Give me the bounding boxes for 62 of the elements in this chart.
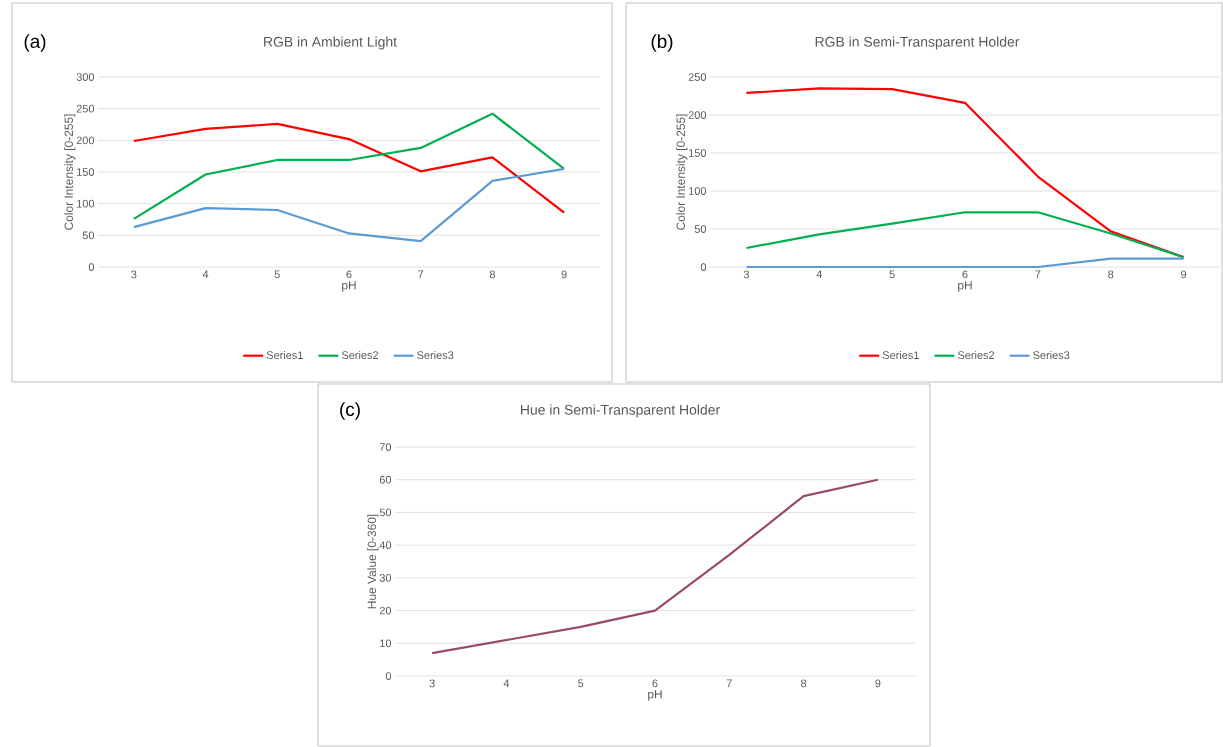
- x-tick-label: 8: [1108, 270, 1114, 279]
- y-tick-label: 10: [380, 639, 392, 648]
- y-tick-label: 200: [688, 111, 707, 119]
- legend-label: Series2: [957, 350, 995, 360]
- y-tick-label: 150: [77, 168, 95, 176]
- line-series: [745, 211, 1185, 259]
- chart-title: RGB in Ambient Light: [264, 36, 397, 50]
- y-tick-label: 100: [77, 199, 95, 208]
- y-tick-label: 20: [379, 606, 392, 615]
- x-tick-label: 3: [429, 679, 435, 688]
- x-tick-label: 4: [816, 270, 823, 279]
- y-tick-label: 50: [694, 225, 707, 233]
- x-tick-label: 4: [503, 679, 510, 688]
- legend-label: Series1: [266, 350, 303, 360]
- y-tick-label: 70: [379, 443, 392, 451]
- x-tick-label: 8: [489, 270, 495, 279]
- x-tick-label: 7: [726, 679, 732, 688]
- y-axis-title: Color Intensity [0-255]: [64, 114, 76, 230]
- x-tick-label: 7: [1035, 270, 1041, 279]
- y-tick-label: 50: [82, 231, 95, 240]
- y-tick-label: 200: [76, 136, 95, 145]
- x-tick-label: 5: [578, 679, 584, 688]
- y-tick-label: 0: [88, 263, 95, 271]
- text: (a): [24, 34, 46, 52]
- text: (b): [651, 34, 673, 52]
- x-axis-title: pH: [342, 281, 356, 292]
- line-series: [132, 167, 566, 243]
- legend-label: Series3: [1033, 350, 1070, 360]
- x-tick-label: 9: [561, 270, 567, 279]
- chart-title: Hue in Semi-Transparent Holder: [521, 404, 720, 418]
- y-tick-label: 40: [379, 541, 392, 550]
- y-tick-label: 50: [379, 508, 392, 517]
- x-tick-label: 3: [743, 270, 749, 279]
- y-tick-label: 250: [76, 104, 95, 113]
- y-tick-label: 150: [689, 149, 707, 157]
- x-tick-label: 6: [962, 270, 968, 279]
- x-axis-title: pH: [648, 690, 662, 701]
- x-tick-label: 7: [418, 270, 424, 279]
- chart-title: RGB in Semi-Transparent Holder: [815, 36, 1020, 50]
- y-tick-label: 250: [688, 73, 707, 81]
- x-tick-label: 4: [202, 270, 209, 279]
- x-axis-title: pH: [958, 281, 972, 292]
- y-tick-label: 0: [385, 672, 392, 680]
- x-tick-label: 8: [801, 679, 807, 688]
- x-tick-label: 6: [346, 270, 352, 279]
- legend-label: Series3: [417, 350, 454, 360]
- y-tick-label: 0: [700, 263, 707, 271]
- x-tick-label: 9: [1181, 270, 1187, 279]
- y-axis-title: Color Intensity [0-255]: [676, 114, 688, 230]
- y-tick-label: 100: [689, 187, 707, 195]
- x-tick-label: 3: [131, 270, 137, 279]
- legend-label: Series2: [341, 350, 379, 360]
- x-tick-label: 5: [274, 270, 280, 279]
- x-tick-label: 6: [652, 679, 658, 688]
- x-tick-label: 9: [875, 679, 881, 688]
- x-tick-label: 5: [889, 270, 895, 279]
- y-tick-label: 30: [379, 574, 392, 582]
- y-tick-label: 300: [76, 73, 95, 81]
- y-tick-label: 60: [379, 475, 392, 484]
- y-axis-title: Hue Value [0-360]: [367, 514, 379, 609]
- text: (c): [340, 402, 360, 420]
- legend-label: Series1: [882, 350, 919, 360]
